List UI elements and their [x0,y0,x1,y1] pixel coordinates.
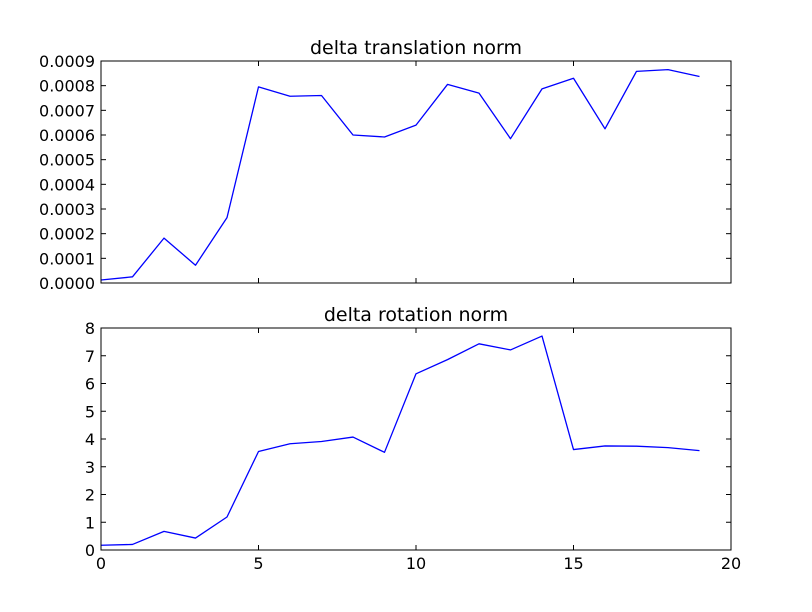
rotation-series-line-0 [100,335,700,546]
translation-y-tick-label: 0.0009 [39,52,95,71]
rotation-y-tick-label: 7 [85,347,95,366]
rotation-y-tick-label: 1 [85,513,95,532]
rotation-x-tick-label: 15 [563,554,583,573]
translation-y-tick-label: 0.0000 [39,274,95,293]
rotation-y-tick-label: 8 [85,319,95,338]
translation-y-tick-label: 0.0006 [39,126,95,145]
rotation-x-tick-label: 20 [721,554,741,573]
rotation-y-tick-label: 5 [85,402,95,421]
translation-y-tick-label: 0.0002 [39,225,95,244]
rotation-x-tick-label: 10 [406,554,426,573]
rotation-chart-marks: 0 1 2 3 4 5 6 7 8 0 5 10 15 20 [85,319,741,573]
translation-y-tick-label: 0.0003 [39,200,95,219]
rotation-y-tick-label: 2 [85,486,95,505]
translation-y-tick-label: 0.0008 [39,77,95,96]
rotation-norm-panel: delta rotation norm 0 1 2 3 4 5 6 7 8 0 5 10 15 20 [85,304,741,573]
translation-y-tick-label: 0.0005 [39,151,95,170]
translation-y-tick-label: 0.0001 [39,249,95,268]
rotation-y-tick-label: 6 [85,375,95,394]
rotation-x-tick-label: 5 [253,554,263,573]
translation-chart-marks: 0.0000 0.0001 0.0002 0.0003 0.0004 0.0005 0.00… [39,52,732,293]
rotation-chart-title: delta rotation norm [324,304,508,326]
translation-series-line-0 [100,68,700,281]
rotation-y-tick-label: 3 [85,458,95,477]
translation-y-tick-label: 0.0007 [39,101,95,120]
rotation-x-tick-label: 0 [96,554,106,573]
rotation-y-tick-label: 4 [85,430,95,449]
translation-y-tick-label: 0.0004 [39,175,95,194]
translation-norm-panel: delta translation norm 0.00000.00010.000… [39,37,732,293]
rotation-y-tick-label: 0 [85,541,95,560]
translation-chart-title: delta translation norm [310,37,522,59]
